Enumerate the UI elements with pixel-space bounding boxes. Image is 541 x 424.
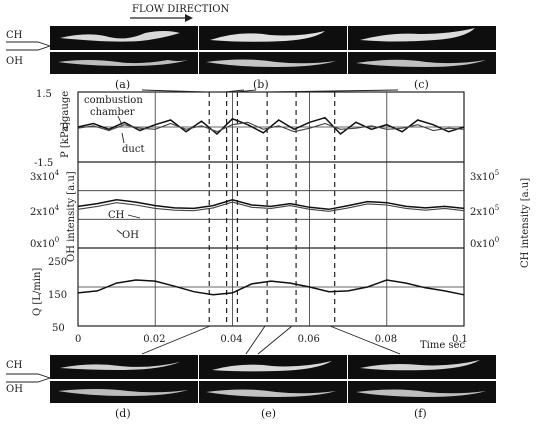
top-row-label-oh: OH: [6, 56, 23, 67]
bottom-row-label-oh: OH: [6, 384, 23, 395]
top-nozzle-icon: [6, 41, 52, 51]
annotation-chamber-pointer: [117, 115, 123, 126]
annotation-oh-pointer: [116, 229, 123, 235]
flow-ytick-50: 50: [52, 323, 65, 334]
panel-e-oh-flame: [206, 389, 336, 397]
oh-ytick-0: 0x100: [30, 236, 59, 250]
flow-direction-label: FLOW DIRECTION: [132, 4, 230, 15]
intensity-series-ch: [77, 199, 465, 211]
flow-ylabel: Q [L/min]: [32, 268, 43, 316]
x-tick-label-5: 0.1: [452, 334, 468, 345]
top-image-row: CH OH (a) (b) (c): [6, 26, 496, 91]
bottom-connectors: [141, 325, 401, 355]
pressure-series-duct: [77, 121, 465, 133]
connector-d: [141, 325, 211, 355]
intensity-series-oh: [77, 201, 465, 212]
pressure-ytick-top: 1.5: [36, 89, 52, 100]
panel-a: (a): [50, 26, 198, 91]
x-tick-label-2: 0.04: [220, 334, 242, 345]
flow-series-q: [77, 279, 465, 296]
panel-a-oh-flame: [58, 60, 188, 66]
oh-ytick-3e4: 3x104: [30, 169, 60, 183]
panel-d: (d): [50, 355, 198, 420]
panel-b-ch-flame: [210, 31, 325, 42]
annotation-ch-pointer: [127, 214, 141, 219]
annotation-chamber: chamber: [90, 107, 135, 118]
annotation-oh: OH: [122, 230, 139, 241]
panel-e-label: (e): [261, 407, 276, 420]
panel-b-label: (b): [253, 78, 269, 91]
connector-f: [329, 325, 401, 355]
bottom-nozzle-icon: [6, 373, 52, 383]
connector-e-right: [257, 325, 293, 355]
annotation-duct: duct: [122, 144, 144, 155]
panel-f: (f): [348, 355, 496, 420]
panel-d-ch-flame: [60, 362, 180, 370]
oh-ytick-2e4: 2x104: [30, 204, 60, 218]
x-tick-label-4: 0.08: [375, 334, 397, 345]
flow-direction-arrow-head: [185, 14, 193, 22]
panel-c-label: (c): [414, 78, 429, 91]
panel-c-ch-flame: [360, 28, 475, 42]
panel-b: (b): [199, 26, 347, 91]
pressure-ytick-bottom: -1.5: [34, 158, 53, 169]
flow-ytick-150: 150: [48, 290, 67, 301]
x-tick-label-1: 0.02: [143, 334, 165, 345]
flow-ytick-250: 250: [48, 257, 67, 268]
panel-e: (e): [199, 355, 347, 420]
top-row-label-ch: CH: [6, 30, 23, 41]
ch-ylabel: CH intensity [a.u]: [520, 178, 531, 268]
x-tick-labels: 0 0.02 0.04 0.06 0.08 0.1: [75, 334, 468, 345]
panel-f-ch-flame: [360, 360, 480, 371]
panel-d-oh-flame: [58, 389, 188, 396]
pressure-ylabel: P [kPa]gauge: [60, 91, 71, 158]
panel-f-oh-flame: [356, 389, 486, 397]
panel-e-ch-flame: [212, 361, 332, 372]
plot-area: 1.5 0 -1.5 P [kPa]gauge combustion chamb…: [30, 89, 531, 351]
panel-a-ch-flame: [60, 31, 180, 42]
oh-ylabel: OH intensity [a.u]: [66, 171, 77, 262]
ch-ytick-3e5: 3x105: [470, 169, 499, 183]
panel-c: (c): [348, 26, 496, 91]
connector-e-left: [245, 325, 266, 355]
panel-c-oh-flame: [356, 59, 486, 67]
ch-ytick-2e5: 2x105: [470, 204, 499, 218]
x-tick-label-3: 0.06: [298, 334, 320, 345]
series-traces: [77, 116, 465, 296]
panel-f-label: (f): [414, 407, 427, 420]
panel-d-label: (d): [115, 407, 131, 420]
flow-direction-header: FLOW DIRECTION: [130, 4, 230, 22]
annotation-duct-pointer: [121, 132, 125, 144]
pressure-series-combustion-chamber: [77, 116, 465, 136]
annotation-ch: CH: [108, 210, 125, 221]
ch-ytick-0: 0x100: [470, 236, 499, 250]
bottom-image-row: CH OH (d) (e) (f): [6, 355, 496, 420]
bottom-row-label-ch: CH: [6, 360, 23, 371]
x-axis-label: Time sec: [420, 340, 465, 351]
annotation-combustion: combustion: [84, 95, 143, 106]
pressure-ytick-mid: 0: [62, 122, 68, 133]
panel-b-oh-flame: [206, 59, 336, 67]
x-tick-label-0: 0: [75, 334, 81, 345]
panel-a-label: (a): [115, 78, 130, 91]
